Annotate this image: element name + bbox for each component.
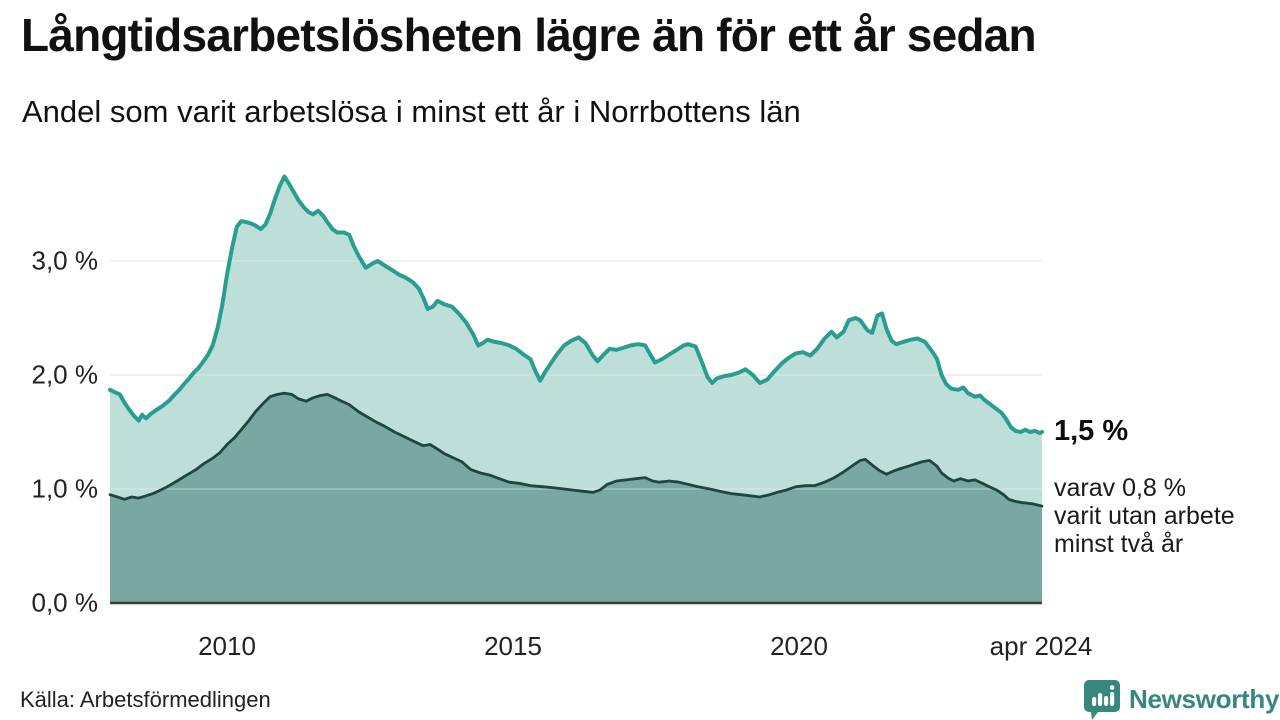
end-value-note-line: minst två år bbox=[1054, 530, 1184, 558]
y-tick-label: 0,0 % bbox=[31, 587, 99, 618]
end-value-label: 1,5 % bbox=[1054, 415, 1129, 447]
newsworthy-logo-text: Newsworthy bbox=[1129, 684, 1280, 714]
x-tick-label: apr 2024 bbox=[989, 631, 1093, 661]
end-value-note-line: varav 0,8 % bbox=[1054, 474, 1187, 502]
page-title: Långtidsarbetslösheten lägre än för ett … bbox=[21, 9, 1037, 61]
y-tick-label: 2,0 % bbox=[31, 359, 99, 390]
source-note: Källa: Arbetsförmedlingen bbox=[20, 687, 271, 712]
x-tick-label: 2015 bbox=[484, 631, 542, 661]
y-tick-label: 3,0 % bbox=[31, 245, 99, 276]
newsworthy-logo: Newsworthy bbox=[1084, 679, 1279, 720]
newsworthy-bubble-chart-icon bbox=[1084, 680, 1120, 720]
page-subtitle: Andel som varit arbetslösa i minst ett å… bbox=[22, 94, 801, 129]
x-tick-label: 2020 bbox=[770, 631, 828, 661]
x-tick-label: 2010 bbox=[198, 631, 256, 661]
series-min-one-year-line bbox=[108, 174, 1044, 436]
end-value-note: varav 0,8 % varit utan arbete minst två … bbox=[1054, 474, 1235, 558]
series-min-two-years-area bbox=[110, 393, 1042, 603]
end-value-note-line: varit utan arbete bbox=[1054, 502, 1235, 530]
y-tick-label: 1,0 % bbox=[31, 473, 99, 504]
series-min-two-years-line bbox=[108, 391, 1044, 508]
